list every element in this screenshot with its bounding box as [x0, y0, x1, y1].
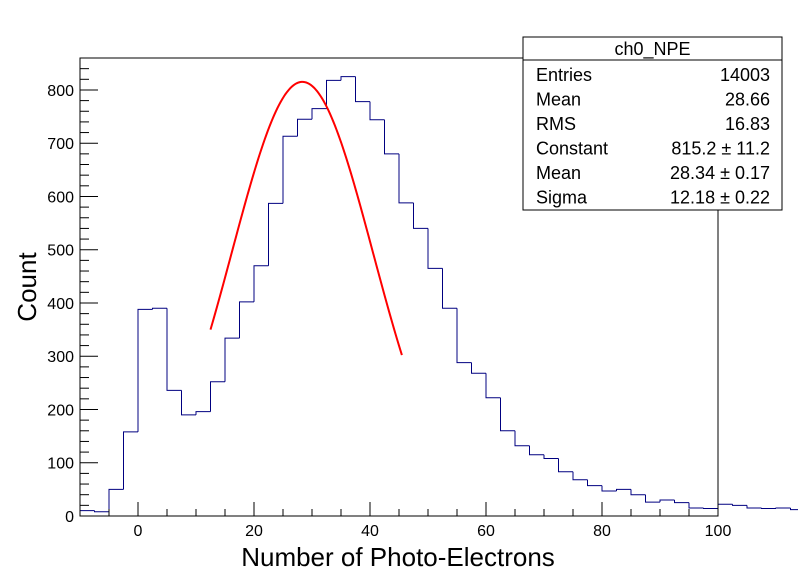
- stats-row-value: 815.2 ± 11.2: [671, 139, 770, 159]
- y-tick-label: 400: [47, 296, 74, 313]
- histogram-bin: [166, 308, 182, 391]
- histogram-bin: [645, 494, 660, 503]
- histogram-bin: [471, 362, 486, 374]
- x-tick-label: 60: [477, 523, 495, 540]
- histogram-bin: [775, 507, 791, 509]
- stats-row-label: Mean: [536, 163, 581, 183]
- histogram-bin: [297, 118, 312, 137]
- histogram-bin: [108, 488, 124, 512]
- histogram-bin: [485, 373, 501, 399]
- histogram-bin: [398, 153, 414, 204]
- histogram-bin: [195, 411, 211, 415]
- x-tick-label: 0: [134, 523, 143, 540]
- histogram-bin: [732, 504, 747, 506]
- y-tick-label: 800: [47, 83, 74, 100]
- histogram-bin: [282, 135, 298, 204]
- histogram-bin: [761, 508, 776, 510]
- histogram-bin: [427, 228, 443, 269]
- x-tick-label: 40: [361, 523, 379, 540]
- y-tick-label: 600: [47, 189, 74, 206]
- stats-row-label: Sigma: [536, 188, 588, 208]
- histogram-bin: [746, 505, 762, 509]
- stats-row-value: 12.18 ± 0.22: [670, 188, 770, 208]
- y-axis-title: Count: [12, 252, 42, 322]
- histogram-bin: [311, 108, 327, 120]
- axis-layer: 0 20 40 60 80 100 0 100 200 300 400 500 600 700 800: [47, 57, 732, 540]
- histogram-bin: [340, 76, 356, 81]
- histogram-bin: [659, 499, 675, 503]
- histogram-bin: [572, 471, 588, 481]
- stats-row-value: 16.83: [725, 114, 770, 134]
- histogram-bin: [253, 265, 269, 302]
- histogram-bin: [210, 381, 225, 412]
- histogram-bin: [500, 397, 515, 432]
- histogram-bin: [224, 337, 240, 382]
- histogram-bin: [369, 101, 385, 121]
- stats-box-title: ch0_NPE: [614, 39, 690, 60]
- y-tick-label: 700: [47, 136, 74, 153]
- histogram-bin: [123, 431, 138, 490]
- y-tick-label: 0: [65, 509, 74, 526]
- histogram-bin: [152, 307, 167, 310]
- x-tick-label: 80: [593, 523, 611, 540]
- stats-box-frame: [522, 36, 783, 211]
- histogram-bin: [456, 308, 472, 364]
- stats-row-value: 14003: [720, 65, 770, 85]
- stats-row-value: 28.66: [725, 90, 770, 110]
- stats-row-value: 28.34 ± 0.17: [670, 163, 770, 183]
- stats-box-rows: Entries 14003 Mean 28.66 RMS 16.83 Constant 815…: [536, 65, 770, 208]
- y-tick-label: 500: [47, 243, 74, 260]
- histogram-bin: [616, 488, 631, 491]
- histogram-bin: [790, 508, 798, 511]
- histogram-bin: [601, 485, 617, 492]
- stats-row-label: Entries: [536, 65, 592, 85]
- histogram-bin: [326, 79, 341, 109]
- stats-row-label: Mean: [536, 90, 581, 110]
- x-tick-label: 100: [705, 523, 732, 540]
- histogram-bin: [239, 301, 254, 339]
- histogram-bin: [79, 510, 95, 516]
- stats-row-label: Constant: [536, 139, 608, 159]
- histogram-layer: [79, 76, 798, 516]
- histogram-bin: [529, 445, 544, 456]
- histogram-bin: [355, 76, 370, 103]
- x-tick-label: 20: [245, 523, 263, 540]
- stats-box: ch0_NPE Entries 14003 Mean 28.66 RMS 16.83 Con…: [522, 36, 783, 211]
- histogram-bin: [703, 508, 718, 510]
- stats-row-label: RMS: [536, 114, 576, 134]
- histogram-bin: [137, 308, 153, 432]
- histogram-bin: [558, 458, 573, 473]
- histogram-bin: [630, 489, 646, 496]
- histogram-bin: [688, 502, 704, 509]
- histogram-bin: [181, 390, 196, 416]
- histogram-bin: [94, 510, 109, 513]
- y-tick-label: 200: [47, 402, 74, 419]
- gaussian-fit-curve: [209, 80, 403, 356]
- histogram-bin: [413, 202, 428, 229]
- histogram-bin: [384, 119, 399, 155]
- histogram-bin: [514, 430, 530, 447]
- histogram-bin: [543, 454, 559, 459]
- histogram-bin: [442, 268, 457, 309]
- histogram-bin: [587, 479, 602, 487]
- histogram-bin: [674, 500, 689, 504]
- histogram-bin: [717, 503, 733, 509]
- y-tick-label: 100: [47, 456, 74, 473]
- y-tick-label: 300: [47, 349, 74, 366]
- histogram-bin: [268, 202, 283, 266]
- fit-layer: [209, 80, 403, 356]
- x-axis-title: Number of Photo-Electrons: [241, 542, 555, 572]
